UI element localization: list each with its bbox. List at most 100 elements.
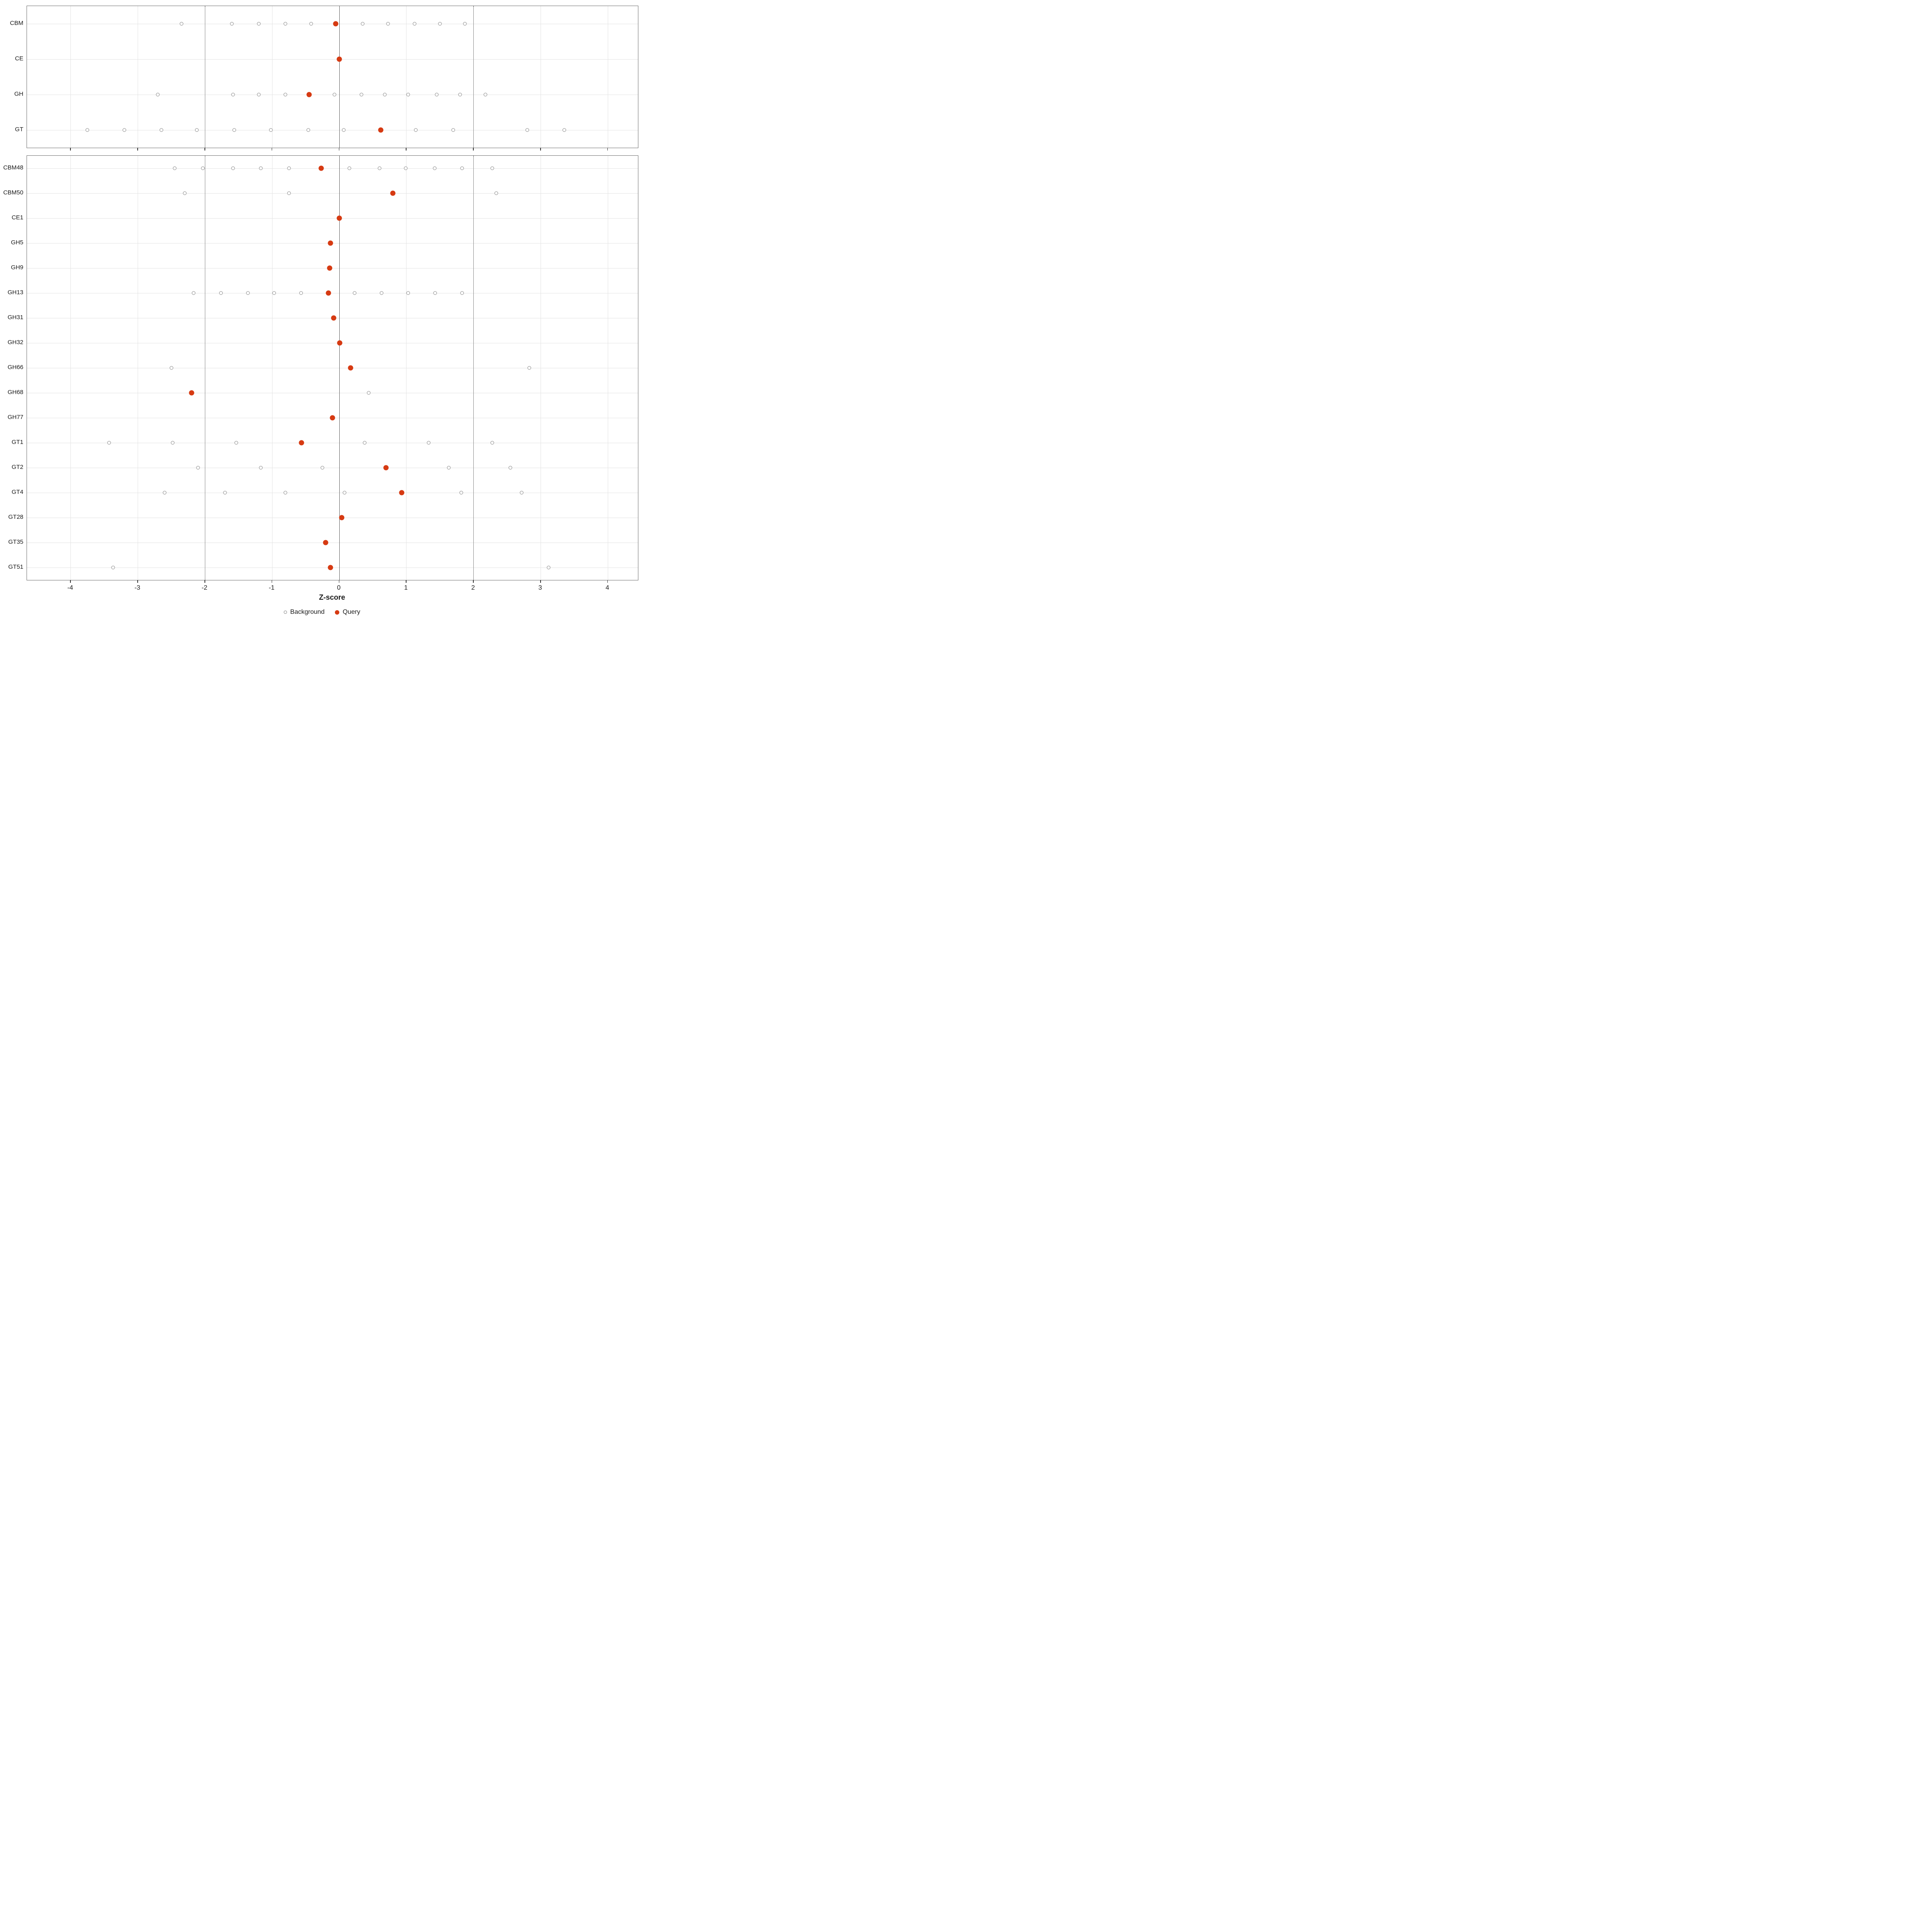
x-tick-mark — [406, 580, 407, 583]
panel-top — [27, 6, 638, 148]
background-point — [525, 128, 529, 132]
y-axis-label-GH: GH — [14, 91, 24, 97]
y-axis-label-GT2: GT2 — [11, 464, 23, 471]
query-point — [336, 56, 342, 62]
panel-bottom — [27, 155, 638, 580]
x-tick-mark — [607, 148, 608, 151]
background-point — [490, 441, 494, 445]
query-point — [326, 290, 331, 296]
x-tick-mark — [204, 580, 205, 583]
background-point — [562, 128, 566, 132]
background-point — [232, 128, 236, 132]
query-point — [337, 340, 343, 346]
y-axis-label-GT1: GT1 — [11, 439, 23, 446]
background-point — [353, 291, 357, 295]
query-point — [348, 365, 353, 371]
x-tick-mark — [540, 148, 541, 151]
query-point — [378, 127, 384, 133]
query-point — [299, 440, 304, 446]
background-point — [332, 93, 336, 97]
background-point — [380, 291, 384, 295]
background-point — [413, 22, 416, 26]
background-point — [460, 291, 464, 295]
background-point — [259, 466, 262, 470]
background-point — [527, 366, 531, 370]
query-point-icon — [335, 610, 340, 615]
background-point — [163, 491, 167, 495]
y-axis-label-GT51: GT51 — [8, 564, 23, 570]
legend-item-background: Background — [284, 609, 324, 616]
x-axis-title: Z-score — [319, 593, 345, 601]
x-tick-mark — [540, 580, 541, 583]
background-point — [435, 93, 439, 97]
background-point — [85, 128, 89, 132]
background-point — [458, 93, 462, 97]
background-point — [547, 566, 551, 570]
query-point — [323, 540, 328, 545]
background-point — [234, 441, 238, 445]
gridline-y — [27, 59, 638, 60]
x-tick-mark — [339, 580, 340, 583]
x-tick-mark — [137, 580, 138, 583]
y-axis-label-GH68: GH68 — [7, 389, 23, 396]
background-point — [287, 166, 291, 170]
reference-line-dotted — [473, 6, 474, 148]
background-point — [438, 22, 442, 26]
background-point — [107, 441, 111, 445]
x-tick-mark — [473, 148, 474, 151]
background-point — [246, 291, 250, 295]
query-point — [331, 315, 336, 321]
x-tick-label: 1 — [404, 584, 408, 591]
x-tick-label: 0 — [337, 584, 341, 591]
background-point — [414, 128, 418, 132]
gridline-y — [27, 168, 638, 169]
background-point — [427, 441, 431, 445]
gridline-x — [406, 6, 407, 148]
legend-label-query: Query — [343, 609, 360, 615]
x-tick-label: -3 — [134, 584, 140, 591]
query-point — [339, 515, 345, 520]
background-point — [269, 128, 273, 132]
query-point — [383, 465, 389, 471]
background-point — [183, 191, 187, 195]
y-axis-label-CBM: CBM — [10, 20, 23, 27]
background-point — [463, 22, 467, 26]
background-point — [520, 491, 524, 495]
background-point — [320, 466, 324, 470]
gridline-x — [406, 156, 407, 580]
y-axis-label-CBM48: CBM48 — [3, 164, 23, 171]
background-point — [180, 22, 184, 26]
legend: Background Query — [0, 609, 644, 616]
background-point — [231, 166, 235, 170]
background-point — [433, 166, 437, 170]
background-point — [309, 22, 313, 26]
zero-line — [339, 6, 340, 148]
query-point — [328, 240, 333, 246]
query-point — [328, 565, 333, 570]
background-point — [122, 128, 126, 132]
x-tick-mark — [473, 580, 474, 583]
y-axis-label-GH13: GH13 — [7, 289, 23, 296]
zero-line — [339, 156, 340, 580]
background-point — [111, 566, 115, 570]
x-tick-mark — [607, 580, 608, 583]
background-point — [451, 128, 455, 132]
background-point — [283, 491, 287, 495]
background-point — [363, 441, 367, 445]
background-point — [490, 166, 494, 170]
gridline-x — [70, 6, 71, 148]
background-point — [342, 128, 346, 132]
background-point — [460, 166, 464, 170]
x-tick-label: -2 — [201, 584, 208, 591]
background-point — [272, 291, 276, 295]
y-axis-label-GH31: GH31 — [7, 314, 23, 321]
background-point — [508, 466, 512, 470]
query-point — [327, 265, 332, 271]
background-point — [406, 93, 410, 97]
background-point — [494, 191, 498, 195]
y-axis-label-GT4: GT4 — [11, 489, 23, 495]
x-tick-mark — [70, 148, 71, 151]
background-point — [378, 166, 382, 170]
x-tick-label: -1 — [268, 584, 275, 591]
background-point — [447, 466, 451, 470]
